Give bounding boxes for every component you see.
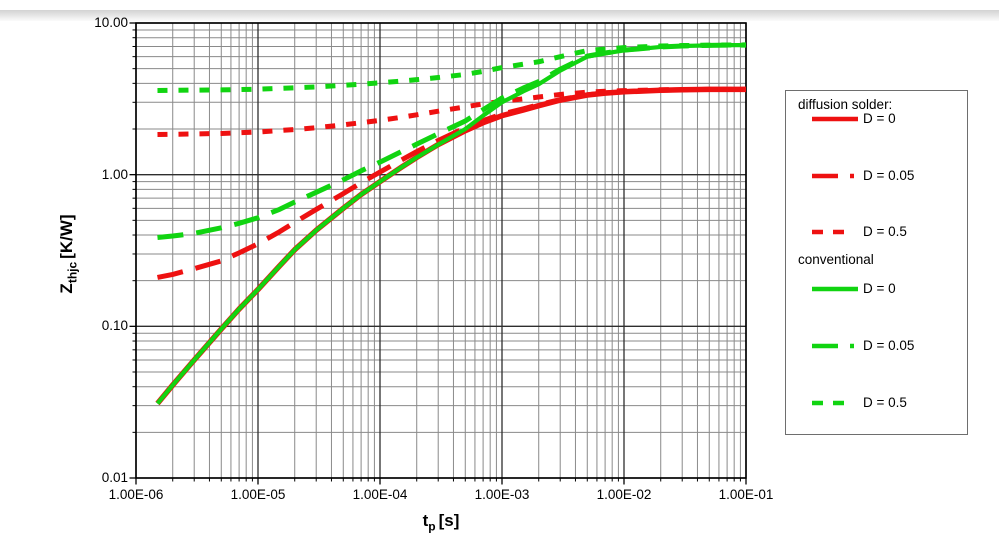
legend-line-sample	[812, 400, 844, 406]
x-tick-label: 1.00E-05	[230, 487, 286, 502]
y-tick-label: 1.00	[101, 166, 128, 182]
x-tick-label: 1.00E-06	[108, 487, 164, 502]
legend-item: D = 0.5	[786, 222, 967, 242]
x-tick-label: 1.00E-01	[718, 487, 774, 502]
x-tick-label: 1.00E-03	[474, 487, 530, 502]
page-top-edge	[0, 10, 999, 21]
legend-item: D = 0.5	[786, 393, 967, 413]
legend-item: D = 0	[786, 109, 967, 129]
legend-item-label: D = 0.5	[863, 395, 907, 410]
y-title-symbol: Z	[57, 283, 76, 294]
plot-frame	[135, 22, 747, 479]
y-title-unit: [K/W]	[57, 214, 76, 259]
legend-item: D = 0.05	[786, 166, 967, 186]
legend-item: D = 0.05	[786, 336, 967, 356]
x-title-subscript: p	[428, 519, 436, 534]
curve-conventional-0.5	[157, 42, 747, 93]
legend-line-sample	[812, 229, 844, 235]
curve-conventional-0	[155, 43, 746, 405]
x-tick-label: 1.00E-02	[596, 487, 652, 502]
legend-item-label: D = 0.05	[863, 168, 915, 183]
legend-item: D = 0	[786, 279, 967, 299]
x-axis-title: tp [s]	[341, 510, 541, 534]
y-title-subscript: thjc	[65, 261, 80, 284]
x-title-symbol: t	[422, 511, 429, 530]
legend-item-label: D = 0	[863, 111, 896, 126]
y-tick-label: 10.00	[94, 15, 128, 30]
legend-group-title: conventional	[798, 252, 874, 267]
legend-item-label: D = 0.5	[863, 224, 907, 239]
legend-item-label: D = 0.05	[863, 338, 915, 353]
legend-line-sample	[812, 343, 858, 349]
x-tick-label: 1.00E-04	[352, 487, 408, 502]
curve-diffusion-solder-0.5	[157, 86, 746, 137]
legend-item-label: D = 0	[863, 281, 896, 296]
legend-line-sample	[812, 116, 858, 122]
y-tick-label: 0.10	[101, 318, 128, 334]
x-title-unit: [s]	[438, 511, 460, 530]
legend-line-sample	[812, 173, 858, 179]
legend-group-title: diffusion solder:	[798, 97, 893, 112]
legend-line-sample	[812, 286, 858, 292]
y-tick-label: 0.01	[101, 470, 128, 485]
